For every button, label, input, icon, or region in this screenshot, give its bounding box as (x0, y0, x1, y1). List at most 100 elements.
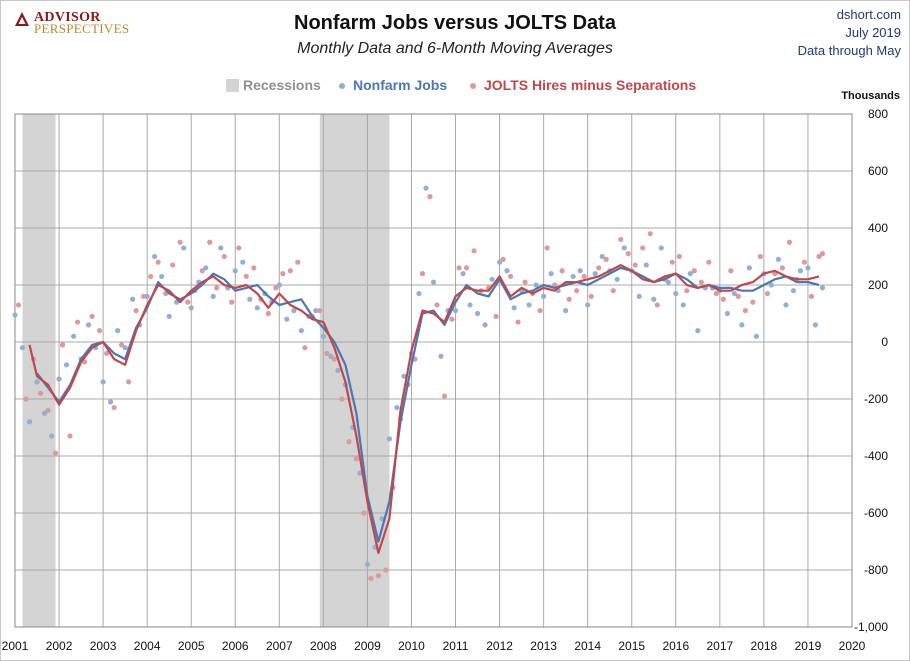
y-tick-label: 0 (881, 335, 888, 349)
nonfarm-data-point (122, 345, 128, 351)
jolts-data-point (463, 265, 470, 271)
nonfarm-data-point (394, 404, 400, 411)
jolts-data-point (419, 271, 426, 277)
nonfarm-data-point (438, 353, 444, 359)
jolts-data-point (647, 231, 653, 237)
x-tick-label: 2008 (310, 639, 337, 653)
nonfarm-data-point (695, 328, 701, 334)
jolts-data-point (96, 328, 103, 334)
jolts-data-point (581, 273, 587, 280)
nonfarm-data-point (592, 271, 598, 277)
source-date: July 2019 (845, 25, 901, 40)
nonfarm-data-point (232, 268, 238, 274)
jolts-data-point (566, 296, 572, 302)
jolts-data-point (302, 345, 308, 351)
nonfarm-data-point (585, 302, 591, 308)
jolts-data-point (618, 236, 624, 242)
jolts-data-point (522, 279, 528, 285)
nonfarm-data-point (599, 253, 605, 260)
jolts-data-point (280, 271, 286, 277)
jolts-data-point (89, 313, 95, 319)
x-tick-label: 2003 (90, 639, 117, 653)
jolts-data-point (361, 510, 367, 516)
nonfarm-data-point (783, 302, 789, 308)
jolts-moving-average-line (28, 264, 820, 555)
jolts-data-point (236, 245, 242, 251)
nonfarm-data-point (731, 290, 737, 297)
jolts-data-point (507, 273, 514, 280)
source-note: Data through May (797, 43, 901, 58)
jolts-data-point (801, 259, 808, 265)
x-tick-label: 2010 (398, 639, 425, 653)
jolts-data-point (15, 302, 22, 308)
jolts-data-point (493, 313, 499, 319)
jolts-data-point (207, 239, 213, 245)
source-site: dshort.com (836, 7, 901, 22)
jolts-data-point (819, 251, 826, 257)
jolts-data-point (59, 342, 66, 348)
x-tick-label: 2006 (222, 639, 249, 653)
nonfarm-data-point (753, 333, 760, 339)
jolts-data-point (52, 450, 59, 456)
jolts-data-point (67, 433, 73, 439)
nonfarm-data-point (452, 308, 459, 314)
nonfarm-data-point (291, 308, 297, 314)
jolts-data-point (155, 259, 161, 265)
nonfarm-data-point (577, 268, 583, 274)
jolts-data-point (339, 396, 345, 402)
logo-mark-icon (15, 12, 29, 26)
nonfarm-data-point (636, 293, 642, 299)
nonfarm-moving-average-line (36, 266, 820, 543)
y-tick-label: -800 (864, 563, 888, 577)
nonfarm-data-point (34, 379, 40, 385)
jolts-data-point (574, 288, 580, 294)
jolts-data-point (588, 293, 594, 299)
nonfarm-data-point (152, 253, 158, 260)
nonfarm-data-point (85, 322, 92, 328)
nonfarm-data-point (276, 282, 282, 288)
nonfarm-data-point (460, 271, 466, 277)
jolts-data-point (632, 262, 638, 268)
nonfarm-data-point (570, 273, 576, 280)
jolts-data-point (779, 265, 785, 271)
legend-recessions-swatch (226, 79, 239, 92)
nonfarm-data-point (541, 293, 547, 299)
legend-jolts-label: JOLTS Hires minus Separations (484, 77, 697, 93)
nonfarm-data-point (526, 302, 532, 308)
jolts-data-point (23, 396, 29, 402)
nonfarm-data-point (430, 279, 437, 285)
nonfarm-data-point (12, 312, 18, 318)
nonfarm-data-point (797, 268, 804, 274)
x-tick-label: 2011 (443, 639, 469, 653)
jolts-data-point (764, 290, 771, 297)
nonfarm-data-point (218, 245, 224, 251)
y-tick-label: 600 (868, 164, 888, 178)
jolts-data-point (669, 259, 675, 265)
nonfarm-data-point (643, 262, 649, 268)
nonfarm-data-point (19, 345, 26, 351)
jolts-data-point (596, 265, 602, 271)
jolts-data-point (317, 308, 323, 314)
jolts-data-point (441, 393, 448, 399)
jolts-data-point (728, 268, 734, 274)
y-tick-label: -1,000 (854, 620, 888, 634)
y-tick-label: -600 (864, 506, 888, 520)
nonfarm-data-point (548, 271, 554, 277)
nonfarm-data-point (724, 310, 730, 317)
nonfarm-data-point (240, 259, 246, 265)
jolts-data-point (37, 390, 44, 396)
jolts-data-point (119, 342, 125, 348)
nonfarm-data-point (159, 273, 165, 280)
jolts-data-point (610, 288, 616, 294)
nonfarm-data-point (298, 328, 304, 334)
jolts-data-point (500, 256, 506, 262)
nonfarm-data-point (621, 245, 627, 251)
jolts-data-point (544, 245, 550, 251)
jolts-data-point (713, 290, 719, 297)
chart-subtitle: Monthly Data and 6-Month Moving Averages (297, 40, 613, 57)
jolts-data-point (185, 299, 191, 305)
nonfarm-data-point (320, 333, 326, 339)
nonfarm-data-point (130, 296, 136, 302)
logo-text-top: ADVISOR (34, 10, 101, 25)
nonfarm-data-point (247, 296, 253, 302)
